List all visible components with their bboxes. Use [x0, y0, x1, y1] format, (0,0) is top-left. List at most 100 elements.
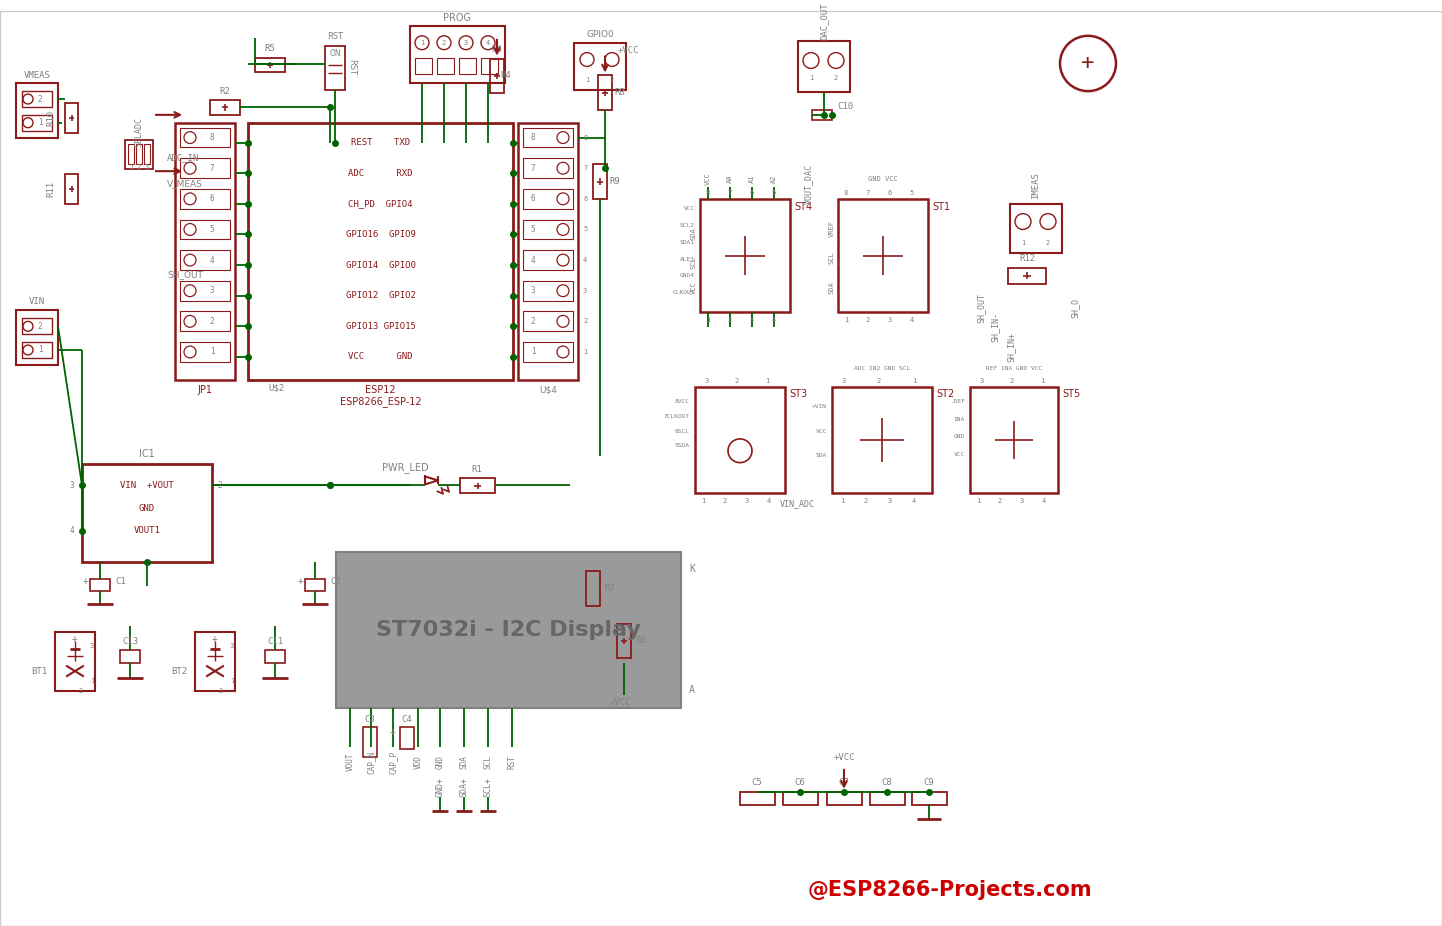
Text: 6: 6: [888, 190, 893, 196]
Text: IC1: IC1: [138, 449, 154, 458]
Text: 4: 4: [531, 256, 535, 265]
Text: VCC: VCC: [684, 206, 695, 211]
Text: C9: C9: [924, 778, 934, 787]
Text: R1: R1: [472, 465, 483, 474]
Text: 1: 1: [809, 75, 813, 81]
Text: 7: 7: [728, 190, 733, 196]
Text: PWR_LED: PWR_LED: [382, 462, 428, 473]
Text: R7: R7: [604, 583, 614, 593]
Bar: [174, 123, 235, 380]
Text: CH_PD  GPIO4: CH_PD GPIO4: [349, 199, 412, 208]
Text: 8: 8: [707, 190, 709, 196]
Bar: [180, 250, 231, 270]
Text: 5SDA: 5SDA: [675, 444, 691, 448]
Text: .REF: .REF: [950, 399, 965, 404]
Text: 7: 7: [531, 164, 535, 173]
Text: @ESP8266-Projects.com: @ESP8266-Projects.com: [808, 881, 1092, 900]
Text: ADC      RXD: ADC RXD: [349, 169, 412, 178]
Text: 1: 1: [37, 345, 42, 355]
Text: 4: 4: [209, 256, 215, 265]
Bar: [65, 103, 78, 132]
Text: A1: A1: [748, 175, 756, 183]
Text: 2: 2: [1045, 240, 1050, 246]
Text: 3: 3: [229, 644, 234, 649]
Bar: [523, 189, 572, 208]
Text: 3: 3: [981, 378, 983, 383]
Text: C11: C11: [267, 637, 283, 646]
Text: INA: INA: [953, 417, 965, 421]
Text: 2: 2: [37, 321, 42, 331]
Text: 2: 2: [864, 498, 868, 504]
Text: +: +: [1082, 54, 1094, 73]
Text: 5: 5: [771, 190, 776, 196]
Bar: [144, 144, 150, 164]
Text: 4: 4: [1043, 498, 1045, 504]
Bar: [797, 41, 849, 92]
Text: 1: 1: [37, 119, 42, 127]
Bar: [459, 57, 476, 74]
Text: C3: C3: [365, 715, 375, 724]
Text: VCC: VCC: [953, 452, 965, 457]
Bar: [195, 632, 235, 691]
Bar: [128, 144, 134, 164]
Text: ESP8266_ESP-12: ESP8266_ESP-12: [340, 396, 421, 407]
Text: ST7032i - I2C Display: ST7032i - I2C Display: [376, 619, 640, 640]
Text: 1: 1: [420, 40, 424, 45]
Text: 1: 1: [911, 378, 916, 383]
Text: R2: R2: [219, 87, 231, 95]
Text: SH_O: SH_O: [1070, 297, 1079, 318]
Text: 3: 3: [531, 286, 535, 295]
Text: 1: 1: [209, 347, 215, 357]
Bar: [523, 128, 572, 147]
Text: 1: 1: [585, 77, 590, 83]
Text: C4: C4: [402, 715, 412, 724]
Bar: [22, 115, 52, 131]
Bar: [125, 140, 153, 169]
Text: SDA: SDA: [691, 227, 696, 240]
Bar: [523, 311, 572, 332]
Text: VDD: VDD: [414, 755, 423, 769]
Text: VMEAS: VMEAS: [23, 70, 50, 80]
Text: +VCC: +VCC: [610, 698, 630, 707]
Text: C1: C1: [115, 577, 125, 585]
Bar: [120, 650, 140, 663]
Bar: [783, 792, 818, 806]
Bar: [699, 199, 790, 312]
Text: 1: 1: [128, 164, 133, 170]
Bar: [1009, 204, 1061, 253]
Bar: [65, 174, 78, 204]
Text: SH_OUT: SH_OUT: [167, 270, 203, 280]
Text: 5: 5: [583, 227, 587, 232]
Text: +: +: [84, 576, 89, 586]
Bar: [523, 250, 572, 270]
Text: +VCC: +VCC: [833, 753, 855, 761]
Bar: [574, 43, 626, 90]
Text: 5: 5: [209, 225, 215, 234]
Text: GND+: GND+: [435, 777, 444, 796]
Text: 3: 3: [842, 378, 846, 383]
Text: 2: 2: [209, 317, 215, 326]
Text: SH_OUT: SH_OUT: [976, 293, 985, 322]
Text: 3: 3: [1019, 498, 1024, 504]
Bar: [16, 83, 58, 138]
Text: 1: 1: [229, 678, 234, 684]
Bar: [598, 75, 611, 110]
Text: RST: RST: [508, 755, 516, 769]
Text: C8: C8: [881, 778, 893, 787]
Bar: [593, 164, 607, 199]
Text: 2: 2: [610, 77, 614, 83]
Bar: [211, 100, 239, 115]
Bar: [180, 311, 231, 332]
Text: 3: 3: [888, 498, 893, 504]
Text: 6: 6: [209, 194, 215, 204]
Text: 2: 2: [37, 94, 42, 104]
Bar: [695, 386, 784, 494]
Text: 2: 2: [216, 481, 222, 490]
Text: A0: A0: [727, 175, 733, 183]
Bar: [523, 219, 572, 239]
Text: SCL: SCL: [483, 755, 493, 769]
Text: 2: 2: [1009, 378, 1014, 383]
Bar: [415, 57, 433, 74]
Text: 2: 2: [137, 164, 141, 170]
Bar: [55, 632, 95, 691]
